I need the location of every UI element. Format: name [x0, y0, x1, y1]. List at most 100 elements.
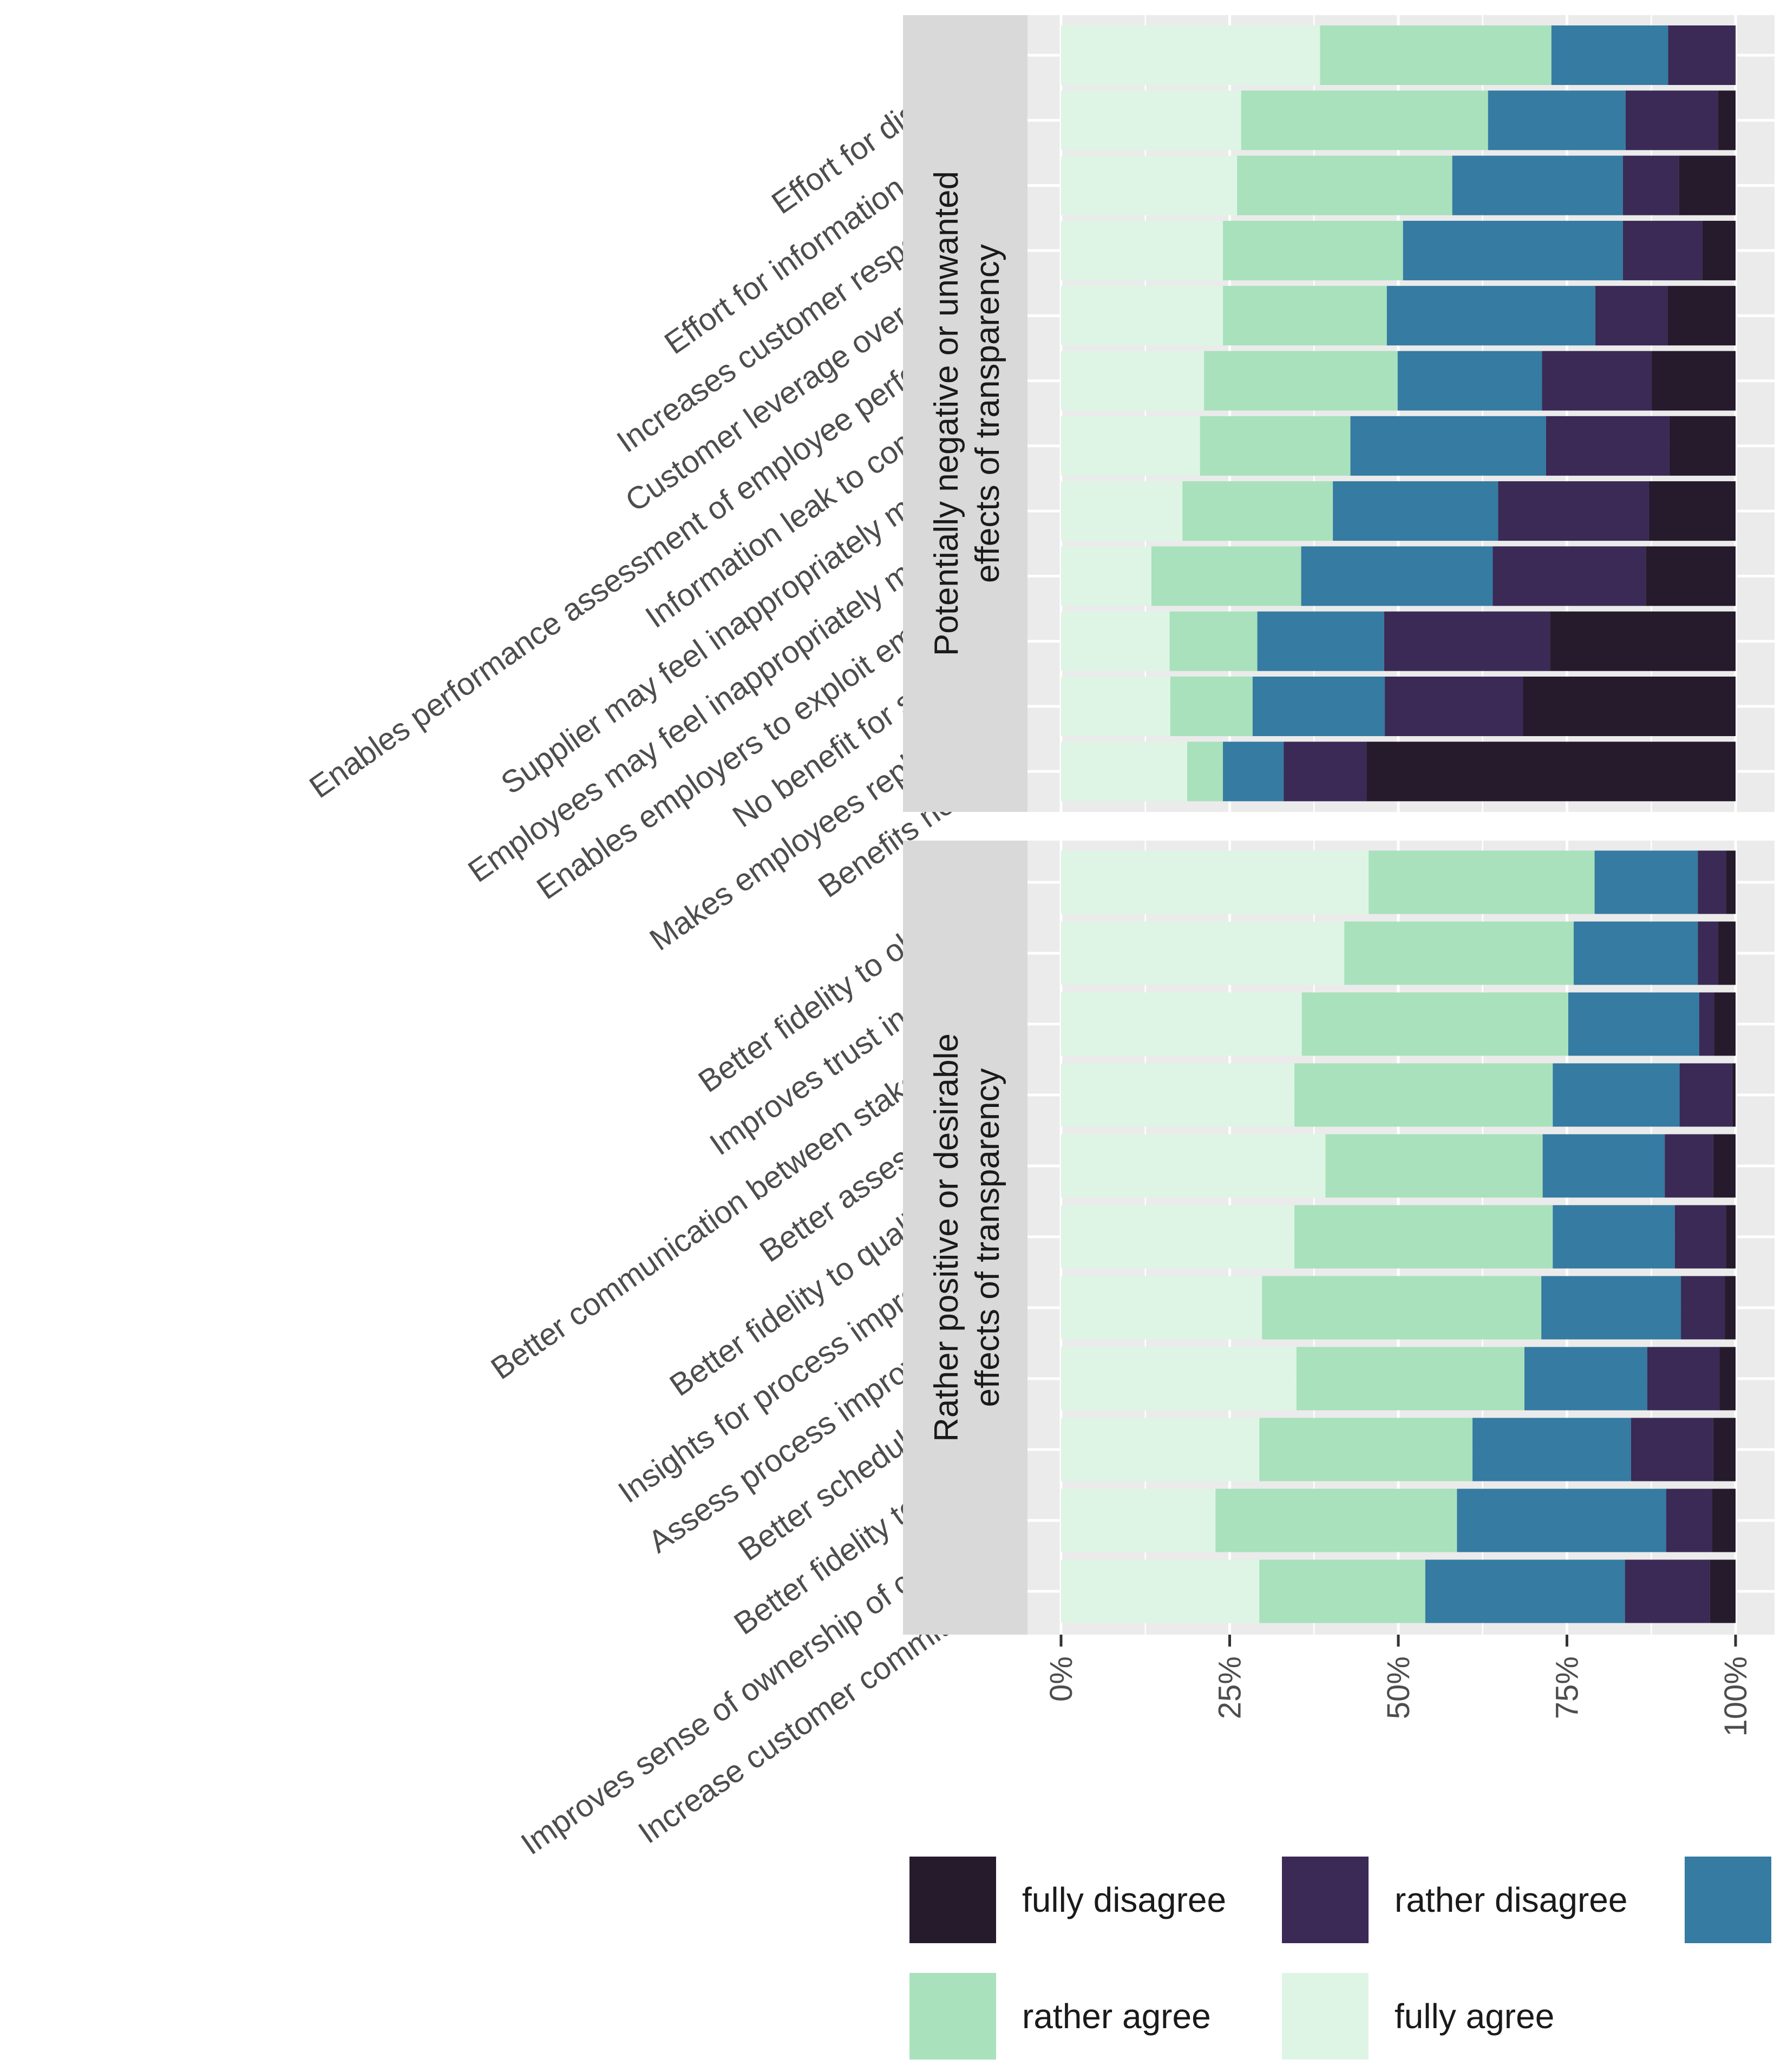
legend-swatch: [909, 1973, 996, 2060]
bar-segment-rather-agree: [1259, 1559, 1425, 1623]
bar-segment-rather-agree: [1296, 1347, 1525, 1411]
facet-strip: [903, 841, 1027, 1635]
bar-segment-fully-agree: [1061, 1134, 1326, 1198]
bar-segment-fully-disagree: [1713, 1134, 1736, 1198]
bar-segment-rather-disagree: [1622, 155, 1679, 215]
bar-segment-fully-disagree: [1669, 416, 1736, 476]
legend-item-rather-agree: rather agree: [909, 1973, 1211, 2060]
bar-segment-fully-agree: [1061, 220, 1223, 280]
bar-segment-rather-agree: [1204, 351, 1398, 411]
bar-segment-rather-agree: [1259, 1418, 1473, 1481]
bar-segment-fully-disagree: [1713, 1418, 1736, 1481]
bar-segment-neutral: [1350, 416, 1546, 476]
bar-segment-fully-agree: [1061, 1489, 1216, 1552]
bar-segment-neutral: [1452, 155, 1623, 215]
bar-segment-fully-disagree: [1732, 1063, 1736, 1127]
legend-item-fully-agree: fully agree: [1282, 1973, 1554, 2060]
bar-segment-fully-disagree: [1523, 677, 1736, 736]
legend-swatch: [1282, 1857, 1369, 1943]
bar-segment-fully-agree: [1061, 1205, 1295, 1269]
bar-segment-rather-disagree: [1631, 1418, 1713, 1481]
x-tick-label: 100%: [1718, 1656, 1753, 1736]
bar-segment-neutral: [1488, 90, 1626, 150]
bar-segment-neutral: [1301, 546, 1493, 606]
bar-segment-neutral: [1524, 1347, 1647, 1411]
bar-segment-fully-disagree: [1719, 1347, 1736, 1411]
bar-segment-rather-disagree: [1498, 481, 1649, 541]
bar-segment-rather-disagree: [1625, 1559, 1710, 1623]
bar-segment-rather-disagree: [1542, 351, 1652, 411]
bar-segment-rather-disagree: [1546, 416, 1670, 476]
bar-segment-fully-disagree: [1726, 850, 1736, 914]
bar-segment-neutral: [1594, 850, 1698, 914]
bar-segment-neutral: [1403, 220, 1623, 280]
bar-segment-rather-disagree: [1384, 611, 1550, 671]
bar-segment-neutral: [1397, 351, 1542, 411]
bar-segment-rather-agree: [1187, 742, 1223, 802]
legend-label: fully agree: [1395, 1997, 1554, 2036]
bar-segment-neutral: [1257, 611, 1384, 671]
bar-segment-fully-agree: [1061, 481, 1183, 541]
bar-segment-rather-agree: [1215, 1489, 1457, 1552]
facet-strip-line: effects of transparency: [969, 1068, 1006, 1407]
bar-segment-fully-agree: [1061, 155, 1238, 215]
bar-segment-fully-disagree: [1725, 1276, 1736, 1340]
bar-segment-fully-disagree: [1649, 481, 1736, 541]
bar-segment-rather-disagree: [1698, 850, 1726, 914]
bar-segment-fully-agree: [1061, 992, 1302, 1056]
bar-segment-rather-agree: [1223, 286, 1387, 346]
bar-segment-fully-agree: [1061, 416, 1200, 476]
bar-segment-fully-disagree: [1712, 1489, 1736, 1552]
bar-segment-neutral: [1542, 1134, 1665, 1198]
bar-segment-fully-agree: [1061, 1559, 1260, 1623]
bar-segment-fully-agree: [1061, 546, 1151, 606]
bar-segment-fully-agree: [1061, 850, 1369, 914]
bar-segment-fully-disagree: [1646, 546, 1736, 606]
bar-segment-fully-disagree: [1726, 1205, 1736, 1269]
bar-segment-fully-disagree: [1718, 921, 1736, 985]
bar-segment-fully-agree: [1061, 1063, 1295, 1127]
bar-segment-fully-agree: [1061, 677, 1170, 736]
facet-strip-label: Rather positive or desirable effects of t…: [928, 1033, 1006, 1442]
bar-segment-neutral: [1541, 1276, 1681, 1340]
bar-segment-fully-agree: [1061, 742, 1188, 802]
bar-segment-fully-disagree: [1734, 25, 1736, 85]
bar-segment-neutral: [1425, 1559, 1625, 1623]
bar-segment-rather-agree: [1200, 416, 1351, 476]
x-tick-label: 0%: [1044, 1656, 1079, 1702]
bar-segment-rather-agree: [1301, 992, 1568, 1056]
bar-segment-fully-disagree: [1714, 992, 1736, 1056]
legend-label: rather agree: [1022, 1997, 1211, 2036]
bar-segment-rather-disagree: [1665, 1134, 1713, 1198]
facet-strip-label: Potentially negative or unwanted effects …: [928, 171, 1006, 656]
bar-segment-neutral: [1333, 481, 1498, 541]
bar-segment-rather-agree: [1320, 25, 1552, 85]
bar-segment-rather-disagree: [1699, 992, 1714, 1056]
bar-segment-fully-agree: [1061, 351, 1205, 411]
bar-segment-rather-disagree: [1668, 25, 1735, 85]
bar-segment-fully-agree: [1061, 1347, 1297, 1411]
legend-swatch: [909, 1857, 996, 1943]
bar-segment-neutral: [1573, 921, 1698, 985]
bar-segment-fully-disagree: [1366, 742, 1736, 802]
bar-segment-rather-agree: [1151, 546, 1301, 606]
bar-segment-fully-disagree: [1679, 155, 1736, 215]
legend-swatch: [1685, 1857, 1771, 1943]
x-tick-label: 25%: [1213, 1656, 1248, 1719]
bar-segment-rather-agree: [1182, 481, 1333, 541]
bar-segment-rather-disagree: [1493, 546, 1646, 606]
bar-segment-fully-disagree: [1718, 90, 1736, 150]
bar-segment-fully-agree: [1061, 286, 1223, 346]
bar-segment-neutral: [1457, 1489, 1666, 1552]
bar-segment-fully-disagree: [1652, 351, 1736, 411]
bar-segment-fully-disagree: [1702, 220, 1736, 280]
bar-segment-rather-disagree: [1666, 1489, 1712, 1552]
bar-segment-rather-agree: [1170, 677, 1253, 736]
bar-segment-rather-agree: [1344, 921, 1574, 985]
bar-segment-rather-disagree: [1622, 220, 1703, 280]
facet-strip-line: Rather positive or desirable: [928, 1033, 965, 1442]
bar-segment-rather-agree: [1223, 220, 1403, 280]
bar-segment-neutral: [1553, 1063, 1680, 1127]
